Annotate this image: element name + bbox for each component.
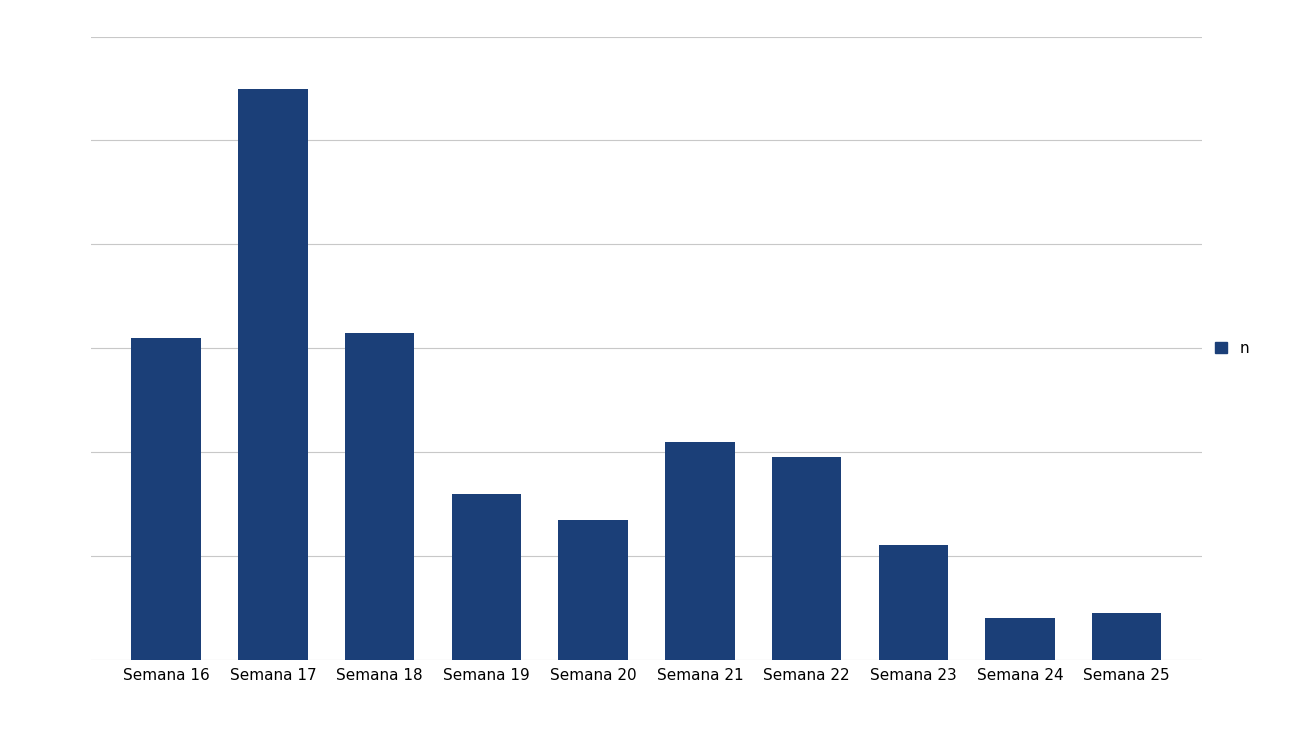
Bar	[238, 89, 308, 660]
Bar	[665, 441, 734, 660]
Bar	[559, 520, 628, 660]
Legend: n: n	[1215, 341, 1249, 356]
Bar	[345, 333, 414, 660]
Bar	[452, 493, 521, 660]
Bar	[985, 618, 1055, 660]
Bar	[772, 457, 841, 660]
Bar	[879, 545, 948, 660]
Bar	[1092, 613, 1161, 660]
Bar	[132, 338, 201, 660]
